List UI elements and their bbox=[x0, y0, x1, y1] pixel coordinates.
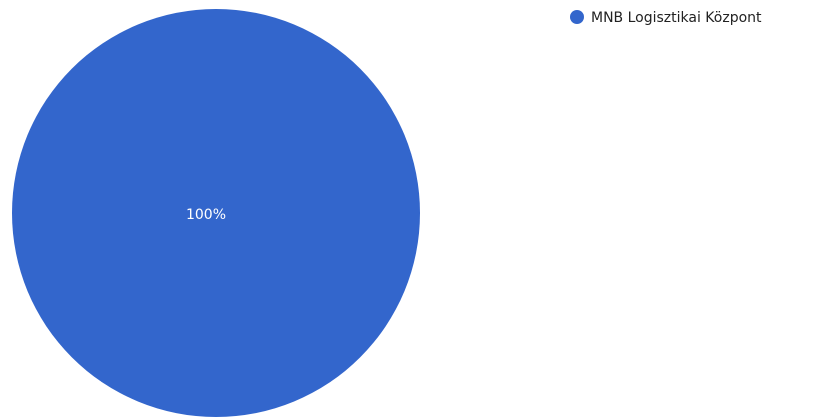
legend-marker bbox=[570, 10, 584, 24]
pie-slices bbox=[12, 9, 420, 417]
legend: MNB Logisztikai Központ bbox=[570, 10, 762, 26]
pie-slice[interactable] bbox=[12, 9, 420, 417]
legend-label[interactable]: MNB Logisztikai Központ bbox=[591, 10, 762, 26]
slice-percent-label: 100% bbox=[186, 207, 226, 223]
pie-slice-labels: 100% bbox=[186, 207, 226, 223]
